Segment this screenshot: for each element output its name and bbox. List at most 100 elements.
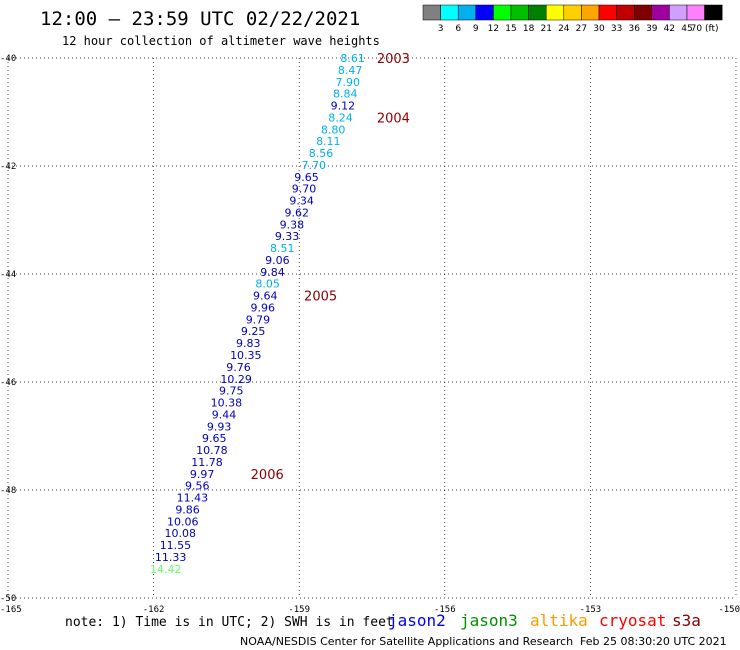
swh-value: 9.86 xyxy=(175,503,200,516)
y-tick-label: -44 xyxy=(0,270,16,280)
color-swatch xyxy=(651,4,670,21)
swh-value: 8.61 xyxy=(340,52,365,65)
color-swatch xyxy=(669,4,688,21)
swh-value: 9.12 xyxy=(331,100,356,113)
swh-value: 9.76 xyxy=(226,361,251,374)
color-swatch xyxy=(528,4,547,21)
swh-value: 9.97 xyxy=(190,468,215,481)
swh-value: 9.79 xyxy=(246,313,271,326)
color-swatch xyxy=(510,4,529,21)
color-swatch xyxy=(493,4,512,21)
color-scale-label: 70 (ft) xyxy=(691,24,719,34)
color-swatch xyxy=(545,4,565,21)
cycle-label: 2006 xyxy=(251,468,284,483)
y-tick-label: -40 xyxy=(0,54,16,64)
swh-value: 8.80 xyxy=(321,123,346,136)
satellite-name: altika xyxy=(530,611,588,630)
color-scale-label: 18 xyxy=(523,24,535,34)
color-swatch xyxy=(457,4,477,21)
x-tick-label: -153 xyxy=(580,605,602,615)
chart-subtitle: 12 hour collection of altimeter wave hei… xyxy=(62,34,380,48)
swh-value: 9.65 xyxy=(294,171,319,184)
swh-value: 11.78 xyxy=(191,456,223,469)
color-swatch xyxy=(598,4,617,21)
swh-value: 9.34 xyxy=(289,195,314,208)
color-scale-label: 15 xyxy=(505,24,516,34)
swh-value: 9.25 xyxy=(241,325,266,338)
swh-value: 9.83 xyxy=(236,337,261,350)
color-scale-label: 27 xyxy=(576,24,587,34)
swh-value: 8.05 xyxy=(255,278,280,291)
x-tick-label: -159 xyxy=(288,605,310,615)
y-tick-label: -42 xyxy=(0,162,16,172)
swh-value: 8.56 xyxy=(309,147,334,160)
y-tick-label: -48 xyxy=(0,486,16,496)
swh-value: 11.43 xyxy=(177,492,209,505)
color-scale-label: 9 xyxy=(473,24,479,34)
axis-ticks: -165 -162 -159 -156 -153 -150 -40 -42 -44 -46 -48 -… xyxy=(0,54,740,615)
swh-value: 9.96 xyxy=(251,301,276,314)
swh-value: 9.93 xyxy=(207,420,232,433)
swh-value: 14.42 xyxy=(150,563,182,576)
swh-value: 9.33 xyxy=(275,230,300,243)
color-scale-label: 39 xyxy=(646,24,658,34)
color-scale-label: 3 xyxy=(438,24,444,34)
swh-value: 9.75 xyxy=(219,385,244,398)
cycle-label: 2004 xyxy=(377,111,410,126)
swh-value: 8.84 xyxy=(333,88,358,101)
swh-value: 9.64 xyxy=(253,290,278,303)
cycle-label: 2005 xyxy=(304,290,337,305)
chart-title: 12:00 – 23:59 UTC 02/22/2021 xyxy=(40,8,360,30)
swh-value: 10.29 xyxy=(220,373,252,386)
color-swatch xyxy=(686,4,705,21)
note-text: note: 1) Time is in UTC; 2) SWH is in fe… xyxy=(65,615,394,630)
color-swatch xyxy=(633,4,653,21)
color-swatch xyxy=(440,4,459,21)
swh-value: 10.38 xyxy=(211,397,243,410)
swh-value: 7.70 xyxy=(302,159,327,172)
footer-timestamp: Feb 25 08:30:20 UTC 2021 xyxy=(580,635,727,648)
swh-value: 8.11 xyxy=(316,135,341,148)
swh-value: 9.84 xyxy=(260,266,285,279)
swh-value: 9.44 xyxy=(212,408,237,421)
color-swatch xyxy=(475,4,494,21)
cycle-label: 2003 xyxy=(377,52,410,67)
swh-value: 10.78 xyxy=(196,444,228,457)
swh-value: 8.47 xyxy=(338,64,363,77)
color-swatch xyxy=(704,4,723,21)
color-swatch xyxy=(422,4,441,21)
swh-value: 10.06 xyxy=(167,515,199,528)
x-tick-label: -150 xyxy=(718,605,740,615)
color-scale-label: 33 xyxy=(611,24,622,34)
swh-value: 9.06 xyxy=(265,254,290,267)
color-swatch xyxy=(563,4,582,21)
satellite-name: jason3 xyxy=(460,611,518,630)
color-scale-label: 21 xyxy=(540,24,551,34)
color-scale-label: 6 xyxy=(455,24,461,34)
satellite-name: jason2 xyxy=(388,611,446,630)
swh-value: 9.38 xyxy=(280,218,305,231)
color-swatch xyxy=(616,4,635,21)
y-tick-label: -50 xyxy=(0,594,16,604)
swh-value: 8.51 xyxy=(270,242,295,255)
swh-value: 9.56 xyxy=(185,480,210,493)
swh-value: 9.70 xyxy=(292,183,317,196)
swh-value: 8.24 xyxy=(328,111,353,124)
satellite-name: s3a xyxy=(672,611,701,630)
swh-value: 10.35 xyxy=(230,349,262,362)
color-scale-label: 36 xyxy=(628,24,640,34)
swh-value: 9.65 xyxy=(202,432,227,445)
satellite-name: cryosat xyxy=(599,611,666,630)
x-tick-label: -165 xyxy=(0,605,22,615)
color-scale-label: 30 xyxy=(593,24,605,34)
swh-points: 8.618.477.908.849.128.248.808.118.567.70… xyxy=(150,52,365,576)
x-tick-label: -156 xyxy=(434,605,456,615)
grid-lines xyxy=(7,57,737,599)
swh-value: 11.33 xyxy=(155,551,187,564)
swh-value: 11.55 xyxy=(160,539,192,552)
x-tick-label: -162 xyxy=(143,605,165,615)
y-tick-label: -46 xyxy=(0,378,16,388)
color-scale-label: 42 xyxy=(664,24,675,34)
